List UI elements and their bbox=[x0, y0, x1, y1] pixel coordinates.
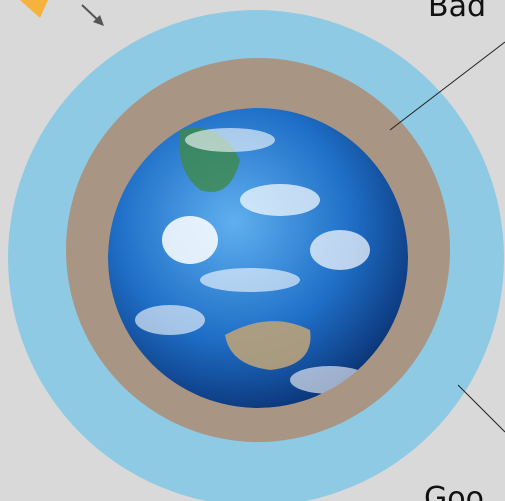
callout-line-top bbox=[389, 41, 505, 131]
callout-line-bottom bbox=[457, 384, 505, 433]
earth bbox=[108, 108, 408, 408]
label-bottom: Goo bbox=[424, 481, 484, 501]
label-top: Bad bbox=[428, 0, 486, 24]
sun bbox=[20, 0, 48, 18]
ray-arrow-head bbox=[93, 15, 104, 26]
